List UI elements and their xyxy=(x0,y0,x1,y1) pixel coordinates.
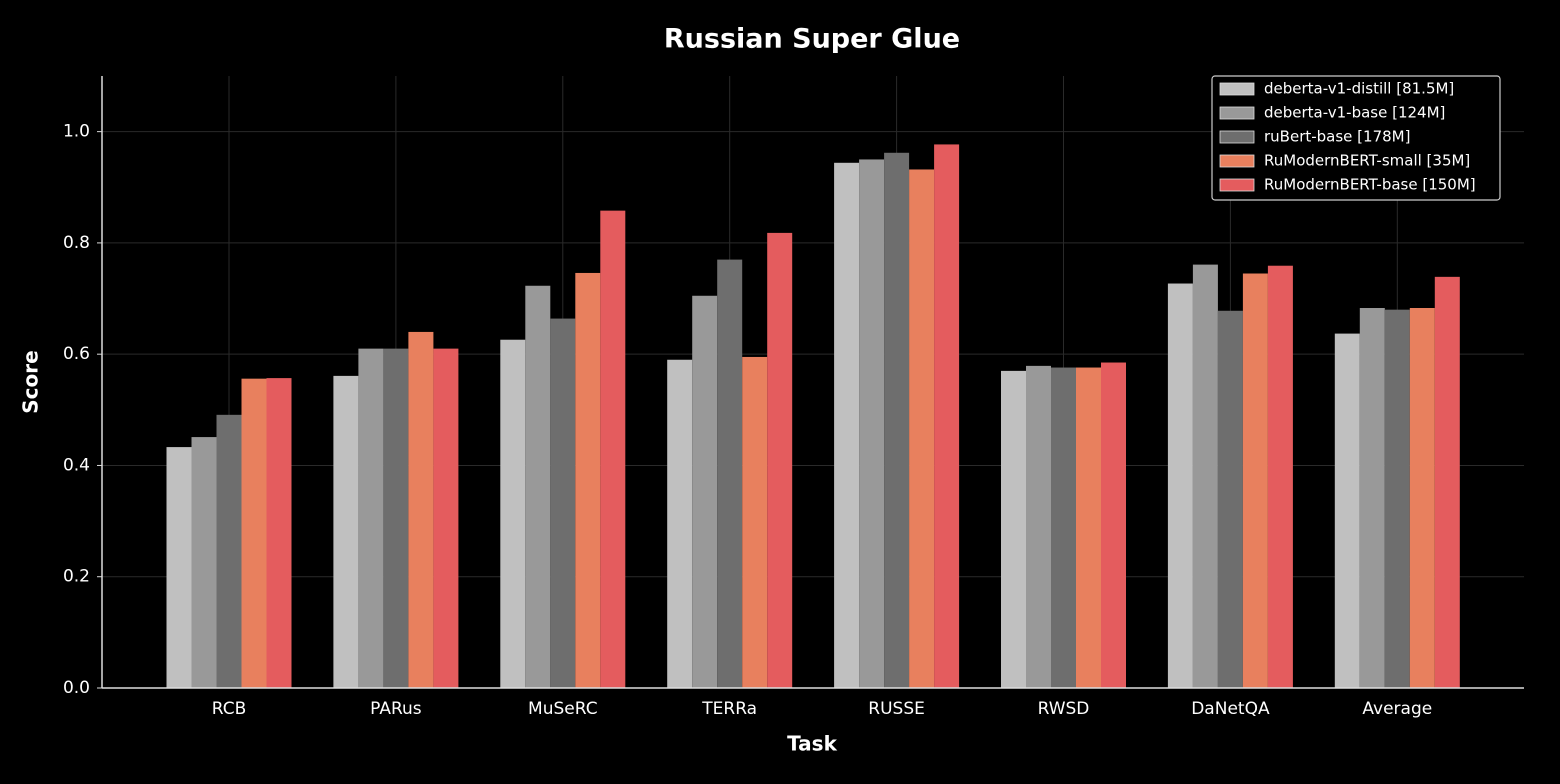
legend-swatch xyxy=(1219,178,1255,192)
bar xyxy=(1217,310,1243,688)
x-axis-label: Task xyxy=(787,732,837,756)
legend: deberta-v1-distill [81.5M] deberta-v1-bas… xyxy=(1211,75,1501,201)
x-tick-label: DaNetQA xyxy=(1191,699,1270,719)
bar xyxy=(1384,309,1410,688)
bar xyxy=(767,232,793,689)
x-tick-label: TERRa xyxy=(701,699,757,719)
legend-label: ruBert-base [178M] xyxy=(1264,128,1410,146)
y-tick-label: 0.2 xyxy=(63,567,90,587)
legend-swatch xyxy=(1219,106,1255,120)
bar xyxy=(1101,362,1126,688)
bar xyxy=(834,162,860,688)
bar xyxy=(241,378,267,688)
bar xyxy=(1167,283,1193,688)
bar xyxy=(358,348,384,688)
bar xyxy=(1409,308,1435,688)
bar xyxy=(742,356,768,688)
x-tick-label: MuSeRC xyxy=(528,699,598,719)
bar xyxy=(884,152,910,688)
x-tick-label: RUSSE xyxy=(868,699,925,719)
bar xyxy=(1267,265,1293,688)
legend-label: deberta-v1-distill [81.5M] xyxy=(1264,80,1454,98)
bar xyxy=(216,414,242,688)
x-tick-label: PARus xyxy=(370,699,422,719)
legend-label: deberta-v1-base [124M] xyxy=(1264,104,1445,122)
bar xyxy=(1434,276,1460,688)
bar xyxy=(1001,370,1026,688)
bar xyxy=(191,437,217,688)
legend-swatch xyxy=(1219,154,1255,168)
bar xyxy=(383,348,409,688)
x-tick-label: RCB xyxy=(212,699,247,719)
bar xyxy=(333,375,359,688)
x-tick-label: RWSD xyxy=(1038,699,1090,719)
bar xyxy=(575,272,601,688)
bar xyxy=(1359,308,1385,688)
bar xyxy=(500,339,526,688)
bar xyxy=(550,318,576,688)
y-tick-label: 0.6 xyxy=(63,344,90,364)
bars xyxy=(166,144,1460,689)
chart-title: Russian Super Glue xyxy=(664,24,960,55)
legend-swatch xyxy=(1219,130,1255,144)
bar xyxy=(934,144,960,688)
bar xyxy=(667,359,693,688)
bar xyxy=(1051,367,1076,688)
y-tick-label: 0.0 xyxy=(63,678,90,698)
bar xyxy=(600,210,626,688)
legend-label: RuModernBERT-base [150M] xyxy=(1264,176,1476,194)
y-tick-label: 0.8 xyxy=(63,233,90,253)
bar xyxy=(1026,365,1051,688)
bar xyxy=(1242,273,1268,688)
bar xyxy=(166,447,192,688)
bar xyxy=(717,259,743,688)
bar xyxy=(266,378,292,688)
bar xyxy=(433,348,459,688)
y-axis-label: Score xyxy=(19,350,43,413)
bar xyxy=(692,295,718,688)
bar xyxy=(1334,333,1360,688)
bar xyxy=(1076,367,1101,688)
legend-label: RuModernBERT-small [35M] xyxy=(1264,152,1470,170)
bar xyxy=(909,169,935,688)
bar xyxy=(408,331,434,688)
y-tick-label: 0.4 xyxy=(63,455,90,475)
y-tick-label: 1.0 xyxy=(63,122,90,142)
legend-box xyxy=(1211,75,1501,201)
bar xyxy=(1192,264,1218,688)
bar xyxy=(525,285,551,688)
legend-swatch xyxy=(1219,82,1255,96)
x-tick-label: Average xyxy=(1362,699,1432,719)
bar xyxy=(859,159,885,689)
